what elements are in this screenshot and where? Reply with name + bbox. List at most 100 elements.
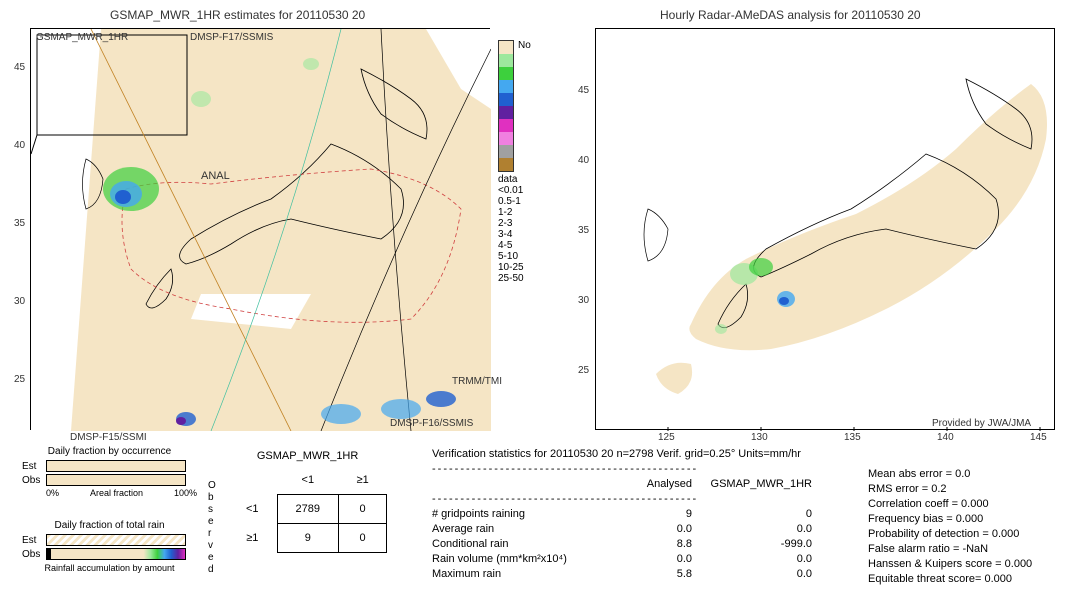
fraction-occ-obs-row: Obs [22, 474, 197, 486]
xlabel-0: 0% [46, 488, 59, 498]
right-xtick-3: 140 [937, 432, 954, 443]
verif-row-analysed: 9 [612, 508, 692, 520]
cont-col-1: ≥1 [339, 466, 387, 495]
fraction-total-title: Daily fraction of total rain [22, 520, 197, 531]
verif-row: Conditional rain8.8-999.0 [432, 538, 862, 550]
contingency-title: GSMAP_MWR_1HR [228, 450, 387, 462]
left-map-coastline: ANAL [31, 29, 491, 431]
legend-label-5: 3-4 [498, 229, 533, 240]
left-map-label-rm: TRMM/TMI [452, 376, 502, 387]
verif-colh-2: GSMAP_MWR_1HR [692, 478, 812, 490]
verif-row-est: -999.0 [692, 538, 812, 550]
verif-row-analysed: 8.8 [612, 538, 692, 550]
legend-label-2: 0.5-1 [498, 196, 533, 207]
left-ytick-3: 30 [14, 296, 25, 307]
obs-label-2: Obs [22, 549, 46, 560]
left-ytick-4: 25 [14, 374, 25, 385]
legend-label-4: 2-3 [498, 218, 533, 229]
right-xtick-2: 135 [844, 432, 861, 443]
observed-side-label: Observed [208, 480, 216, 576]
fraction-total-footer: Rainfall accumulation by amount [22, 563, 197, 573]
left-ytick-0: 45 [14, 62, 25, 73]
right-xtick-4: 145 [1030, 432, 1047, 443]
verif-colh-1: Analysed [612, 478, 692, 490]
fraction-occurrence-panel: Daily fraction by occurrence Est Obs 0% … [22, 446, 197, 498]
xlabel-1: 100% [174, 488, 197, 498]
right-map-title: Hourly Radar-AMeDAS analysis for 2011053… [660, 8, 921, 22]
right-map-panel [595, 28, 1055, 430]
verif-row-label: # gridpoints raining [432, 508, 612, 520]
right-xtick-0: 125 [658, 432, 675, 443]
left-map-title: GSMAP_MWR_1HR estimates for 20110530 20 [110, 8, 365, 22]
cont-row-0: <1 [228, 495, 277, 524]
left-map-label-tr: DMSP-F17/SSMIS [190, 32, 273, 43]
cont-cell-10: 9 [277, 524, 338, 553]
verif-row-label: Maximum rain [432, 568, 612, 580]
score-line: False alarm ratio = -NaN [868, 543, 1032, 555]
fraction-total-est-row: Est [22, 534, 197, 546]
right-ytick-3: 30 [578, 295, 589, 306]
legend-label-9: 25-50 [498, 273, 533, 284]
right-ytick-2: 35 [578, 225, 589, 236]
verif-row: Average rain0.00.0 [432, 523, 862, 535]
left-map-panel: ANAL [30, 28, 490, 430]
verif-row-est: 0.0 [692, 568, 812, 580]
left-ytick-2: 35 [14, 218, 25, 229]
score-line: Mean abs error = 0.0 [868, 468, 1032, 480]
verif-row-est: 0.0 [692, 553, 812, 565]
right-ytick-0: 45 [578, 85, 589, 96]
xlabel-mid: Areal fraction [90, 488, 143, 498]
verif-row-label: Rain volume (mm*km²x10⁴) [432, 553, 612, 565]
cont-cell-01: 0 [339, 495, 387, 524]
score-line: Equitable threat score= 0.000 [868, 573, 1032, 585]
svg-text:ANAL: ANAL [201, 170, 230, 182]
obs-label: Obs [22, 475, 46, 486]
verif-row-est: 0.0 [692, 523, 812, 535]
fraction-occ-title: Daily fraction by occurrence [22, 446, 197, 457]
verification-panel: Verification statistics for 20110530 20 … [432, 448, 862, 583]
fraction-total-obs-row: Obs [22, 548, 197, 560]
legend-label-6: 4-5 [498, 240, 533, 251]
legend-label-8: 10-25 [498, 262, 533, 273]
verif-row-analysed: 0.0 [612, 553, 692, 565]
legend-label-1: <0.01 [498, 185, 533, 196]
left-map-label-br: DMSP-F16/SSMIS [390, 418, 473, 429]
fraction-occ-est-row: Est [22, 460, 197, 472]
contingency-table: <1 ≥1 <1 2789 0 ≥1 9 0 [228, 466, 387, 553]
cont-row-1: ≥1 [228, 524, 277, 553]
legend-label-3: 1-2 [498, 207, 533, 218]
fraction-total-panel: Daily fraction of total rain Est Obs Rai… [22, 520, 197, 573]
verif-row: Rain volume (mm*km²x10⁴)0.00.0 [432, 553, 862, 565]
color-legend: No data <0.01 0.5-1 1-2 2-3 3-4 4-5 5-10… [498, 40, 533, 284]
verif-header: Verification statistics for 20110530 20 … [432, 448, 862, 460]
est-label-2: Est [22, 535, 46, 546]
right-xtick-1: 130 [751, 432, 768, 443]
legend-label-7: 5-10 [498, 251, 533, 262]
left-map-label-bl: DMSP-F15/SSMI [70, 432, 147, 443]
cont-cell-00: 2789 [277, 495, 338, 524]
score-line: RMS error = 0.2 [868, 483, 1032, 495]
cont-col-0: <1 [277, 466, 338, 495]
verif-row-est: 0 [692, 508, 812, 520]
est-label: Est [22, 461, 46, 472]
contingency-panel: GSMAP_MWR_1HR <1 ≥1 <1 2789 0 ≥1 9 0 [228, 450, 387, 553]
score-line: Probability of detection = 0.000 [868, 528, 1032, 540]
divider-1: ----------------------------------------… [432, 463, 862, 475]
verif-row-analysed: 5.8 [612, 568, 692, 580]
left-ytick-1: 40 [14, 140, 25, 151]
score-line: Correlation coeff = 0.000 [868, 498, 1032, 510]
verif-row-analysed: 0.0 [612, 523, 692, 535]
right-ytick-1: 40 [578, 155, 589, 166]
right-map-coastline [596, 29, 1056, 431]
verif-row-label: Conditional rain [432, 538, 612, 550]
cont-cell-11: 0 [339, 524, 387, 553]
divider-2: ----------------------------------------… [432, 493, 862, 505]
left-map-label-tl: GSMAP_MWR_1HR [36, 32, 128, 43]
scores-panel: Mean abs error = 0.0 RMS error = 0.2 Corre… [868, 468, 1032, 588]
verif-row: Maximum rain5.80.0 [432, 568, 862, 580]
right-map-provider: Provided by JWA/JMA [932, 418, 1031, 429]
score-line: Hanssen & Kuipers score = 0.000 [868, 558, 1032, 570]
score-line: Frequency bias = 0.000 [868, 513, 1032, 525]
right-ytick-4: 25 [578, 365, 589, 376]
verif-row-label: Average rain [432, 523, 612, 535]
